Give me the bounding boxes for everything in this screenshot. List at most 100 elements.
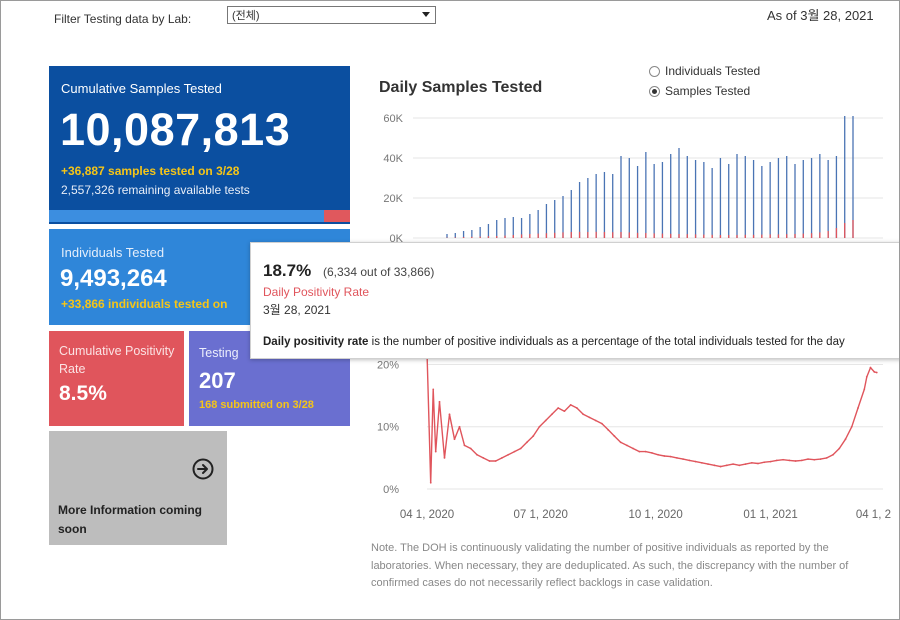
positivity-point [494, 460, 497, 462]
card-title: Testing [199, 346, 239, 360]
arrow-circle-right-icon[interactable] [192, 458, 214, 480]
positivity-point [873, 371, 876, 373]
positivity-point [663, 455, 666, 457]
cumulative-samples-card[interactable]: Cumulative Samples Tested 10,087,813 +36… [49, 66, 350, 224]
radio-unselected-icon [649, 65, 660, 77]
positivity-point [794, 460, 797, 462]
as-of-date: As of 3월 28, 2021 [767, 8, 874, 23]
positivity-point [432, 388, 435, 391]
samples-added-today: +36,887 samples tested on 3/28 [61, 164, 240, 178]
positivity-point [488, 460, 491, 462]
positivity-point [675, 456, 678, 459]
cumulative-positivity-card[interactable]: Cumulative Positivity Rate 8.5% [49, 331, 184, 426]
y-tick-label: 40K [383, 153, 403, 165]
positivity-point [458, 425, 461, 428]
chevron-down-icon [422, 12, 430, 17]
positivity-point [782, 458, 784, 461]
radio-label: Individuals Tested [665, 64, 761, 78]
radio-label: Samples Tested [665, 84, 751, 98]
tooltip-percent: 18.7% [263, 261, 312, 280]
positivity-point [438, 400, 441, 403]
positivity-point [594, 419, 597, 422]
positivity-point [769, 460, 772, 463]
positivity-point [526, 441, 528, 444]
positivity-point [732, 463, 734, 465]
positivity-point [532, 435, 535, 437]
positivity-tooltip: 18.7% (6,334 out of 33,866) Daily Positi… [250, 242, 899, 359]
tooltip-counts: (6,334 out of 33,866) [323, 265, 435, 279]
tooltip-description-rest: is the number of positive individuals as… [368, 336, 845, 348]
positivity-point [719, 465, 722, 468]
daily-positivity-line-chart[interactable]: 20% 10% 0% 04 1, 2020 07 1, 2020 10 1, 2020 01… [371, 346, 891, 526]
y-tick-label: 20K [383, 193, 403, 205]
positivity-point [557, 407, 560, 409]
y-tick-label: 0% [383, 484, 399, 496]
radio-individuals-tested[interactable]: Individuals Tested [649, 64, 760, 78]
x-tick-label: 04 1, 2021 [856, 509, 891, 521]
positivity-point [788, 459, 791, 462]
positivity-point [469, 447, 472, 450]
positivity-point [750, 461, 753, 464]
more-information-text: More Information coming soon [58, 503, 202, 536]
positivity-point [738, 464, 741, 467]
card-title: Cumulative Samples Tested [61, 81, 222, 96]
positivity-point [875, 371, 878, 374]
x-tick-label: 07 1, 2020 [514, 509, 568, 521]
positivity-point [657, 453, 660, 456]
more-information-card[interactable]: More Information coming soon [49, 431, 227, 545]
individuals-added-today: +33,866 individuals tested on [61, 297, 228, 311]
positivity-point [538, 425, 541, 428]
radio-samples-tested[interactable]: Samples Tested [649, 84, 750, 98]
positivity-point [519, 447, 522, 450]
positivity-point [434, 450, 437, 453]
positivity-point [429, 481, 432, 484]
positivity-point [632, 447, 635, 450]
positivity-point [644, 450, 647, 453]
positivity-point [482, 456, 485, 459]
positivity-point [682, 458, 685, 461]
labs-submitted-today: 168 submitted on 3/28 [199, 399, 314, 411]
positivity-point [463, 444, 466, 447]
positivity-point [813, 458, 816, 461]
positivity-point [763, 461, 766, 464]
remaining-tests-bar [324, 210, 350, 222]
positivity-point [507, 453, 510, 456]
positivity-point [607, 428, 610, 431]
used-tests-bar [49, 210, 324, 222]
tooltip-date: 3월 28, 2021 [263, 303, 331, 317]
chart-title: Daily Samples Tested [379, 79, 543, 96]
positivity-point [800, 459, 803, 462]
positivity-point [551, 413, 553, 416]
card-title: Cumulative Positivity Rate [59, 344, 175, 376]
positivity-point [744, 463, 747, 465]
filter-label: Filter Testing data by Lab: [54, 12, 192, 26]
positivity-point [513, 450, 516, 453]
positivity-point [544, 419, 547, 422]
positivity-point [650, 451, 653, 454]
positivity-point [476, 453, 478, 456]
positivity-point [713, 464, 716, 467]
positivity-point [601, 422, 603, 425]
testing-labs-card[interactable]: Testing 207 168 submitted on 3/28 [189, 331, 350, 426]
lab-filter-dropdown[interactable]: (전체) [227, 6, 436, 24]
positivity-point [850, 425, 853, 428]
positivity-point [819, 458, 822, 461]
positivity-point [807, 458, 809, 461]
positivity-point [775, 459, 778, 462]
positivity-line [426, 351, 877, 484]
card-title: Individuals Tested [61, 245, 165, 260]
y-tick-label: 60K [383, 113, 403, 125]
y-tick-label: 10% [377, 422, 399, 434]
positivity-point [857, 407, 859, 409]
positivity-point [625, 444, 628, 447]
remaining-tests: 2,557,326 remaining available tests [61, 183, 250, 197]
tooltip-description-term: Daily positivity rate [263, 336, 369, 348]
positivity-point [844, 438, 847, 441]
positivity-point [563, 410, 566, 413]
cumulative-samples-value: 10,087,813 [60, 104, 291, 155]
x-tick-label: 10 1, 2020 [628, 509, 682, 521]
positivity-point [865, 376, 868, 378]
positivity-point [619, 441, 622, 444]
